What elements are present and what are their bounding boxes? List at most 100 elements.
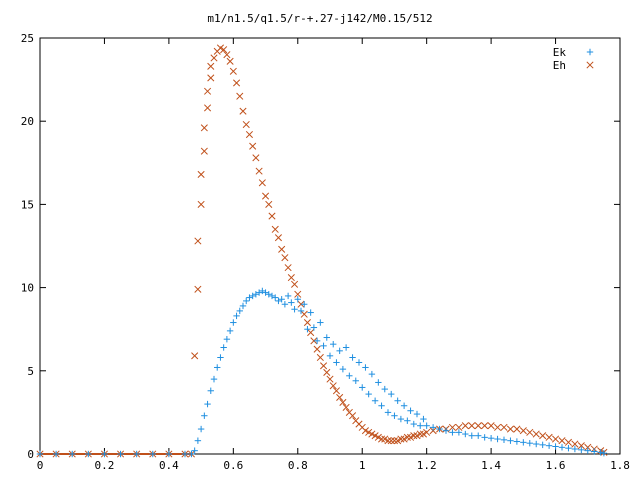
data-point-ek [391,412,398,419]
data-point-ek [436,425,443,433]
data-point-ek [404,417,411,424]
data-point-ek [413,410,421,418]
data-point-ek [255,289,263,296]
data-point-ek [475,432,482,439]
data-point-ek [323,334,330,341]
data-point-ek [165,450,173,458]
data-point-eh [220,46,228,54]
data-point-ek [294,296,301,303]
data-point-eh [255,167,263,175]
data-point-eh [310,337,318,345]
data-point-eh [539,432,547,440]
x-tick-label: 1 [359,459,366,472]
data-point-ek [468,432,475,439]
data-point-ek [394,397,401,404]
data-point-ek [558,444,566,451]
data-point-eh [336,393,344,401]
data-point-ek [85,450,92,458]
data-point-eh [239,107,247,115]
data-point-eh [249,142,257,150]
data-point-ek [565,444,572,452]
data-point-eh [233,79,241,87]
data-point-eh [519,427,527,435]
data-point-ek [288,299,295,306]
legend-marker-ek [586,48,594,56]
data-point-ek [69,450,76,458]
legend-label-eh: Eh [553,59,566,72]
data-point-ek [265,291,272,298]
data-point-eh [423,428,431,436]
data-point-eh [207,74,215,82]
data-point-eh [552,435,560,443]
data-point-ek [539,441,546,449]
data-point-ek [278,296,285,303]
data-point-eh [294,290,302,298]
data-point-eh [429,427,437,435]
data-point-ek [349,354,356,361]
data-point-ek [220,344,227,351]
data-point-eh [274,234,282,242]
data-point-eh [513,425,521,433]
x-tick-label: 1.4 [481,459,501,472]
data-point-eh [284,264,292,272]
data-point-eh [384,437,392,445]
data-point-ek [268,292,276,300]
data-point-eh [564,438,572,446]
data-point-ek [149,450,156,458]
x-tick-label: 0 [37,459,44,472]
data-point-ek [375,379,382,386]
data-point-ek [214,364,221,371]
data-point-ek [571,445,579,453]
data-point-ek [578,446,585,454]
data-point-ek [297,307,305,315]
data-marks [36,44,608,458]
data-point-ek [400,402,408,409]
data-point-ek [117,450,124,458]
x-tick-label: 1.2 [417,459,437,472]
data-point-eh [481,422,489,430]
data-point-eh [410,432,418,440]
data-point-eh [258,179,266,187]
data-point-ek [600,449,608,457]
data-point-ek [384,409,392,416]
data-point-ek [249,292,256,300]
data-point-ek [368,370,376,378]
data-point-ek [310,324,318,331]
data-point-ek [252,291,260,298]
data-point-ek [217,354,224,361]
data-point-eh [278,245,286,253]
data-point-ek [101,450,108,458]
data-point-ek [207,387,214,394]
data-point-eh [494,423,502,431]
data-point-ek [230,319,237,326]
y-tick-label: 25 [21,32,34,45]
data-point-ek [236,307,243,315]
data-point-eh [339,398,347,406]
data-point-ek [246,294,253,301]
data-point-eh [297,300,305,308]
data-point-ek [381,385,388,393]
data-point-eh [287,274,295,282]
axis-ticks: 0 0.2 0.4 0.6 0.8 1 1.2 1.4 1.6 1.8 0 5 10 15 20 25 [21,32,630,472]
data-point-eh [197,200,205,208]
data-point-eh [448,423,456,431]
data-point-eh [252,154,260,162]
data-point-ek [36,450,44,458]
data-point-eh [323,368,331,377]
data-point-eh [191,352,199,360]
data-point-ek [507,437,514,444]
data-point-eh [500,423,508,431]
data-point-ek [333,359,340,366]
data-point-eh [487,422,495,430]
data-point-ek [313,337,321,345]
data-point-ek [223,335,231,343]
data-point-ek [417,422,424,429]
data-point-ek [584,447,591,454]
data-point-ek [284,292,292,300]
data-point-ek [520,439,527,446]
data-point-ek [352,377,359,384]
data-point-eh [506,425,514,433]
data-point-ek [597,449,604,456]
data-point-eh [268,212,276,220]
